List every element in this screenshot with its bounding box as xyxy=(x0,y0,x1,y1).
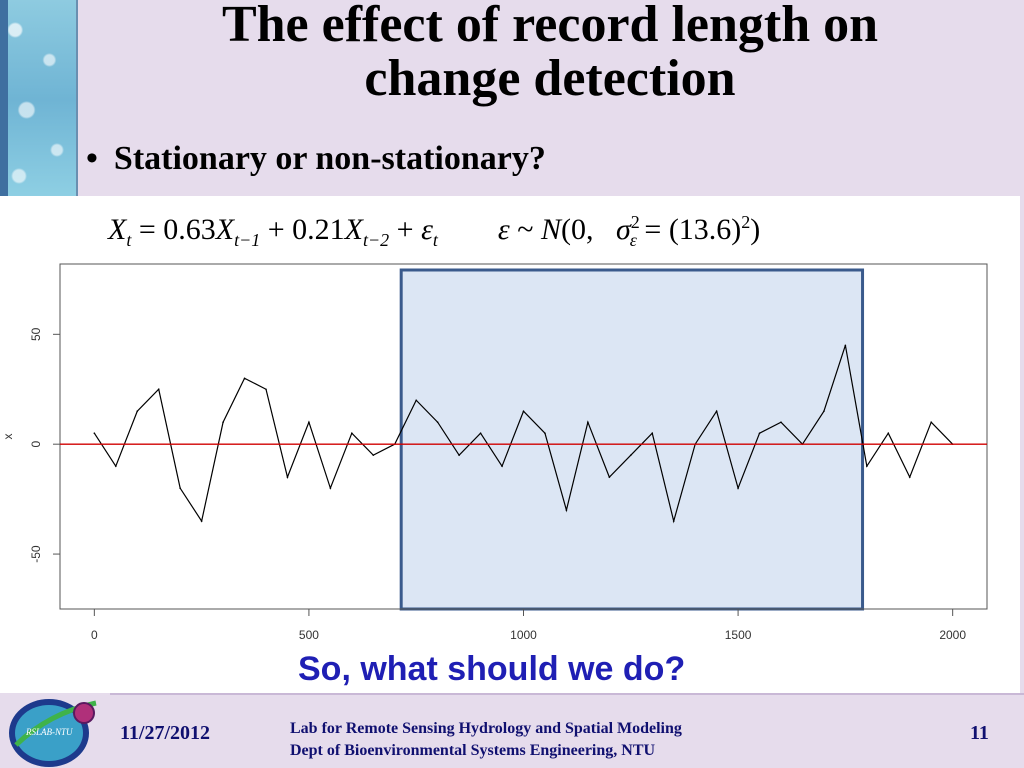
highlight-region xyxy=(399,268,865,611)
data-point xyxy=(737,487,739,489)
data-point xyxy=(93,432,96,435)
y-axis-label: x xyxy=(1,434,15,440)
data-point xyxy=(114,465,117,467)
data-point xyxy=(458,454,460,456)
data-point xyxy=(372,454,375,456)
footer-date: 11/27/2012 xyxy=(120,722,211,744)
data-point xyxy=(265,388,267,391)
data-point xyxy=(522,410,525,413)
data-point xyxy=(629,454,632,456)
data-point xyxy=(844,344,847,347)
ar2-equation: Xt = 0.63Xt−1 + 0.21Xt−2 + εt ε ~ N(0, σ… xyxy=(108,212,761,250)
y-tick-label: -50 xyxy=(29,545,43,563)
data-point xyxy=(200,520,203,522)
data-point xyxy=(672,520,675,522)
data-point xyxy=(308,421,310,424)
footer-lab-line2: Dept of Bioenvironmental Systems Enginee… xyxy=(290,742,656,759)
bullet-point: • Stationary or non-stationary? xyxy=(86,140,546,178)
slide-title-line2: change detection xyxy=(364,50,736,107)
slide-title: The effect of record length on change de… xyxy=(120,0,980,106)
data-point xyxy=(479,432,482,435)
x-tick-label: 2000 xyxy=(939,628,966,642)
data-point xyxy=(351,432,353,435)
x-tick-label: 1000 xyxy=(510,628,537,642)
x-tick-label: 500 xyxy=(299,628,319,642)
data-point xyxy=(651,432,654,435)
bullet-dot-icon: • xyxy=(86,140,98,177)
data-point xyxy=(544,432,546,435)
plot-area: 0 500 1000 1500 2000 -50 0 50 x xyxy=(1,263,988,642)
data-point xyxy=(565,509,568,511)
data-point xyxy=(222,421,224,424)
y-tick-label: 0 xyxy=(29,441,43,448)
data-point xyxy=(587,421,589,424)
question-text: So, what should we do? xyxy=(298,650,686,688)
data-point xyxy=(415,399,418,402)
data-point xyxy=(608,476,611,478)
bullet-text: Stationary or non-stationary? xyxy=(113,140,546,177)
x-tick-label: 0 xyxy=(91,628,98,642)
data-point xyxy=(823,410,825,413)
data-point xyxy=(157,388,160,391)
data-point xyxy=(136,410,139,413)
data-point xyxy=(501,465,503,467)
data-point xyxy=(866,465,868,467)
footer-divider xyxy=(110,693,1024,695)
water-texture-decoration xyxy=(0,0,78,200)
footer-lab-line1: Lab for Remote Sensing Hydrology and Spa… xyxy=(290,720,682,737)
data-point xyxy=(286,476,289,478)
data-point xyxy=(758,432,761,435)
x-tick-label: 1500 xyxy=(725,628,752,642)
data-point xyxy=(179,487,181,489)
data-point xyxy=(930,421,933,424)
footer-lab: Lab for Remote Sensing Hydrology and Spa… xyxy=(290,718,682,762)
data-point xyxy=(908,476,911,478)
data-point xyxy=(887,432,890,435)
data-point xyxy=(780,421,782,424)
data-point xyxy=(329,487,332,489)
slide-title-line1: The effect of record length on xyxy=(221,0,879,53)
water-texture-edge xyxy=(0,0,8,200)
svg-text:RSLAB-NTU: RSLAB-NTU xyxy=(25,727,73,737)
data-point xyxy=(715,410,718,413)
data-point xyxy=(243,377,246,380)
data-point xyxy=(436,421,439,424)
time-series-chart: 0 500 1000 1500 2000 -50 0 50 x xyxy=(1,263,988,642)
page-number: 11 xyxy=(970,722,989,744)
footer xyxy=(0,693,1024,768)
rslab-logo: RSLAB-NTU xyxy=(9,699,97,767)
y-tick-label: 50 xyxy=(29,327,43,341)
